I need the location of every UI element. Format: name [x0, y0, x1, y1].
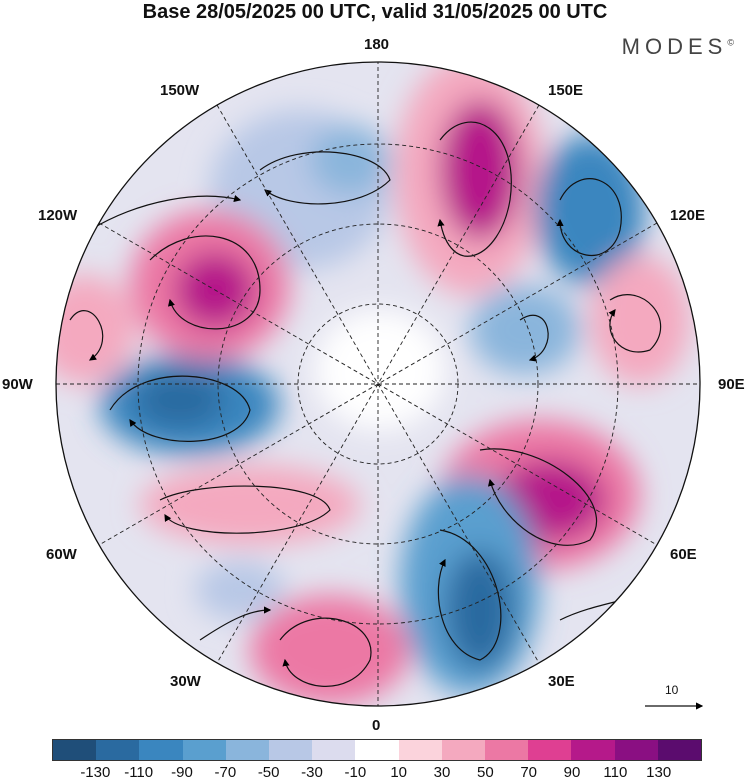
- brand-mark: ©: [727, 37, 734, 48]
- colorbar-cell: [485, 740, 529, 760]
- map-title: Base 28/05/2025 00 UTC, valid 31/05/2025…: [142, 1, 608, 23]
- colorbar-cell: [225, 740, 270, 760]
- colorbar-tick-label: 10: [390, 764, 407, 781]
- colorbar-cell: [139, 740, 183, 760]
- lon-label-150e: 150E: [548, 82, 584, 99]
- colorbar-cell: [312, 740, 356, 760]
- colorbar-tick-label: 30: [433, 764, 451, 781]
- colorbar-tick-label: 70: [520, 764, 537, 781]
- colorbar-tick-label: -110: [124, 764, 154, 781]
- anomaly-field: [56, 62, 700, 706]
- colorbar-tick-label: -50: [257, 764, 280, 781]
- colorbar-tick-label: 50: [476, 764, 494, 781]
- colorbar-cell: [53, 740, 97, 760]
- colorbar-cell: [441, 740, 486, 760]
- colorbar-cell: [528, 740, 572, 760]
- map-boundary: [55, 61, 701, 707]
- colorbar-tick-label: -90: [171, 764, 193, 781]
- brand-name: MODES: [621, 34, 728, 59]
- brand-logo: MODES©: [622, 34, 734, 60]
- lon-label-0: 0: [372, 717, 381, 734]
- lon-label-60w: 60W: [46, 546, 77, 563]
- colorbar-cell: [398, 740, 442, 760]
- colorbar-tick-label: 130: [646, 764, 672, 781]
- reference-vector-label: 10: [665, 683, 679, 697]
- colorbar-tick-label: -30: [301, 764, 323, 781]
- lon-label-120e: 120E: [670, 207, 706, 224]
- colorbar-cell: [96, 740, 140, 760]
- lon-label-90e: 90E: [718, 376, 745, 393]
- lon-label-180: 180: [364, 36, 390, 53]
- colorbar-tick-label: -10: [344, 764, 367, 781]
- lon-label-120w: 120W: [38, 207, 78, 224]
- lon-label-30w: 30W: [170, 673, 201, 690]
- lon-label-150w: 150W: [160, 82, 200, 99]
- colorbar-cell: [614, 740, 658, 760]
- colorbar-tick-label: 90: [563, 764, 581, 781]
- colorbar: [52, 739, 702, 761]
- colorbar-tick-label: -130: [80, 764, 111, 781]
- lon-label-30e: 30E: [548, 673, 575, 690]
- colorbar-cell: [571, 740, 615, 760]
- colorbar-cell: [657, 740, 702, 760]
- colorbar-cell: [355, 740, 399, 760]
- lon-label-60e: 60E: [670, 546, 697, 563]
- colorbar-cell: [182, 740, 226, 760]
- colorbar-tick-label: -70: [214, 764, 237, 781]
- colorbar-cell: [269, 740, 313, 760]
- lon-label-90w: 90W: [2, 376, 33, 393]
- colorbar-tick-label: 110: [603, 764, 628, 781]
